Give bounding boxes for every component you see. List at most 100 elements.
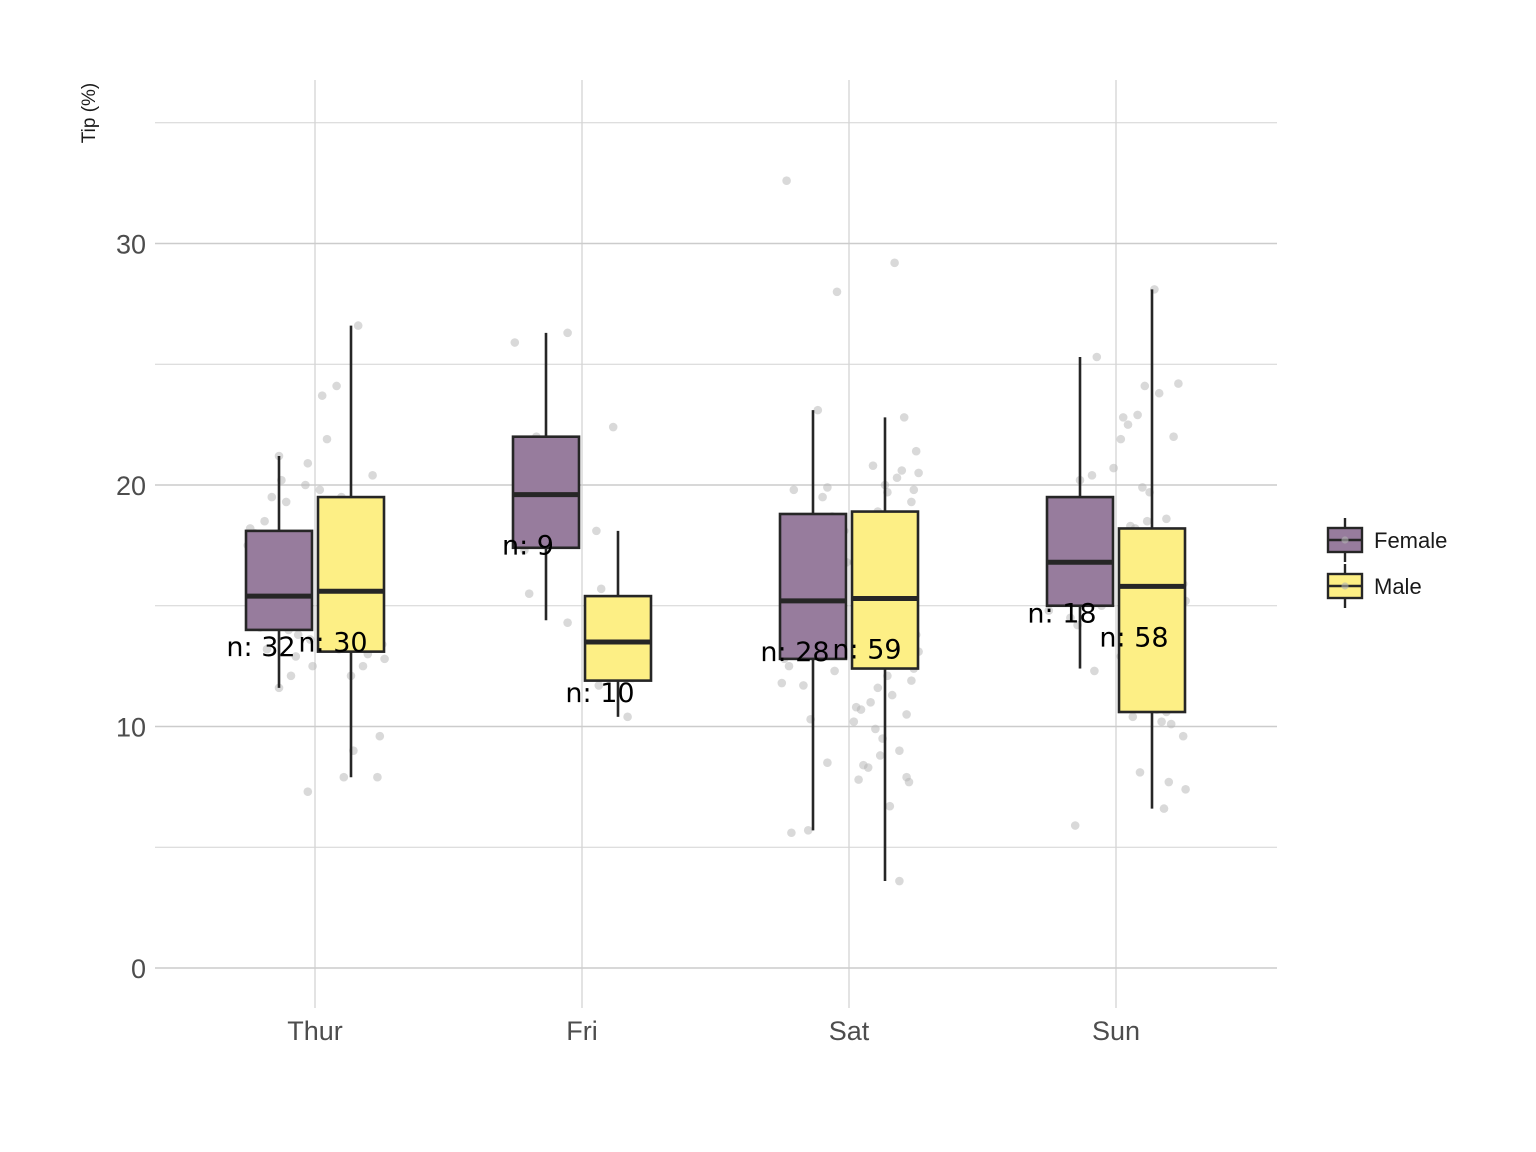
jitter-point-male-thur [375,731,385,741]
box-female-thur [244,529,314,632]
jitter-point-male-sat [849,717,859,726]
jitter-point-female-sun [1090,666,1099,676]
jitter-point-male-sat [856,705,866,714]
jitter-point-female-sun [1092,352,1102,362]
jitter-point-female-sun [1109,463,1118,473]
jitter-point-male-thur [368,471,377,480]
jitter-point-female-thur [291,652,301,661]
box-male-fri [583,594,653,682]
jitter-point-male-thur [353,321,363,330]
x-tick-label-thur: Thur [287,1016,343,1046]
jitter-point-male-sun [1178,731,1188,741]
jitter-point-male-sun [1135,768,1145,777]
jitter-point-male-fri [623,712,632,722]
jitter-point-male-sat [895,746,904,755]
count-label-female-thur: n: 32 [226,632,295,663]
jitter-point-female-fri [563,618,572,627]
jitter-point-female-thur [260,516,269,526]
jitter-point-male-sat [890,258,899,268]
jitter-point-female-sat [818,492,827,502]
jitter-point-female-sat [777,678,787,688]
legend-key-point [1341,582,1349,590]
count-label-male-thur: n: 30 [298,627,367,658]
jitter-point-male-thur [315,485,325,495]
box-male-thur [316,495,386,653]
jitter-point-male-sun [1142,516,1152,526]
count-label-female-sat: n: 28 [760,637,829,668]
count-label-female-sun: n: 18 [1027,598,1096,629]
jitter-point-male-thur [332,381,341,391]
jitter-point-male-sun [1162,514,1171,524]
jitter-point-female-sat [787,828,796,838]
jitter-point-male-sat [866,698,875,707]
box-male-sun [1117,527,1187,714]
jitter-point-male-sat [914,468,923,478]
jitter-point-male-sun [1118,413,1128,422]
count-label-female-fri: n: 9 [502,531,554,562]
jitter-point-male-thur [317,391,327,400]
axes: 0 10 20 30 Thur Fri Sat Sun [116,230,1140,1047]
jitter-point-male-sun [1181,784,1190,794]
jitter-point-female-thur [293,630,303,640]
legend-label: Male [1374,574,1422,599]
jitter-point-female-fri [510,338,520,347]
jitter-point-female-thur [303,458,313,468]
legend: Female Male [1326,518,1447,608]
x-tick-label-sat: Sat [829,1016,870,1046]
jitter-point-female-sun [1070,821,1080,830]
count-labels: n: 32 n: 9 n: 28 n: 18 n: 30 n: 10 n: 59 n: 58 [226,531,1168,709]
jitter-point-female-thur [281,497,291,507]
count-label-male-sat: n: 59 [832,635,901,666]
jitter-point-male-thur [358,661,368,671]
jitter-point-male-sat [897,466,907,475]
legend-item-female: Female [1326,518,1447,562]
count-label-male-sun: n: 58 [1099,622,1168,653]
jitter-point-male-sat [875,751,885,760]
jitter-point-male-sat [899,413,909,422]
jitter-point-female-sat [823,758,832,768]
count-label-male-fri: n: 10 [565,678,634,709]
jitter-point-female-thur [305,635,315,644]
jitter-point-female-sun [1087,471,1097,480]
jitter-point-female-sat [813,405,823,415]
jitter-point-female-thur [262,644,272,654]
jitter-point-female-fri [563,328,572,338]
jitter-point-male-sat [868,461,878,470]
jitter-point-female-thur [286,671,296,681]
legend-item-male: Male [1326,564,1422,608]
y-tick-label: 20 [116,471,146,501]
jitter-point-female-sun [1044,606,1054,615]
jitter-point-male-sat [902,710,911,719]
x-tick-label-sun: Sun [1092,1016,1140,1046]
y-tick-label: 30 [116,230,146,260]
jitter-point-male-sat [907,497,916,507]
jitter-point-female-fri [524,589,534,598]
y-axis-title: Tip (%) [79,83,100,144]
jitter-point-female-sat [823,483,832,492]
jitter-point-male-sat [887,690,897,700]
jitter-point-male-fri [596,584,606,594]
jitter-point-female-sat [803,826,813,835]
jitter-point-female-sat [799,681,808,690]
jitter-point-male-sun [1159,804,1169,813]
jitter-point-male-sat [873,683,883,693]
jitter-point-male-fri [594,681,604,690]
jitter-point-male-sat [863,763,873,772]
jitter-point-female-thur [301,480,310,490]
jitter-point-male-thur [373,772,382,782]
jitter-point-female-sat [784,661,794,671]
jitter-point-male-sun [1116,434,1126,444]
jitter-point-female-sat [830,666,839,676]
box-male-sat [850,510,920,670]
jitter-point-male-sun [1128,712,1138,722]
jitter-point-male-sat [854,775,863,784]
box-female-sun [1045,495,1115,608]
jitter-point-male-sun [1133,410,1142,420]
x-tick-label-fri: Fri [566,1016,597,1046]
jitter-point-female-sun [1066,613,1075,623]
jitter-point-male-sat [885,801,895,811]
jitter-point-female-sat [782,176,791,186]
jitter-point-male-sun [1166,719,1176,729]
jitter-point-male-fri [608,422,618,432]
boxes [244,289,1187,882]
